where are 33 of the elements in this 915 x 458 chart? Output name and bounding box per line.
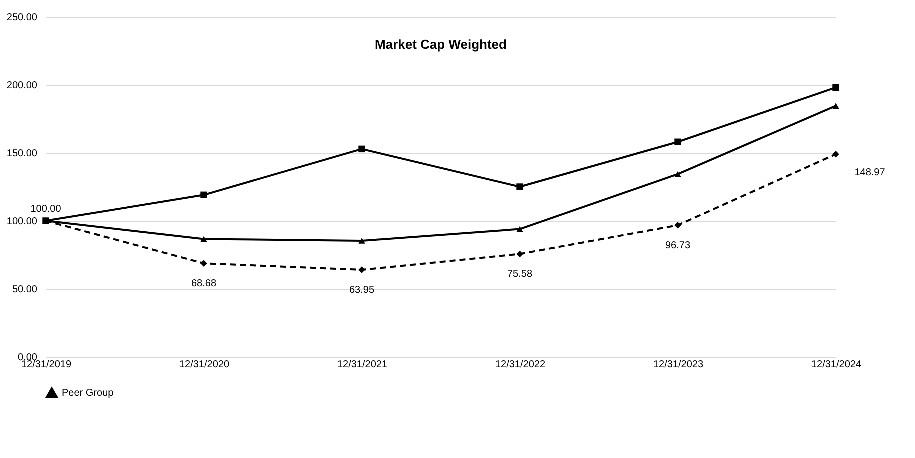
legend-label: Peer Group (62, 388, 114, 399)
x-tick-label: 12/31/2023 (653, 360, 704, 370)
point (832, 103, 840, 109)
data-label: 96.73 (665, 240, 691, 252)
data-label: 63.95 (349, 285, 375, 296)
point (832, 84, 840, 92)
y-tick-label: 50.00 (12, 284, 38, 296)
point (200, 236, 208, 242)
point (674, 138, 682, 146)
point (358, 238, 366, 244)
x-tick-label: 12/31/2022 (495, 360, 546, 370)
point (674, 171, 682, 178)
data-label: 68.68 (191, 278, 217, 290)
point (832, 151, 840, 158)
y-tick-label: 250.00 (6, 12, 38, 24)
point (516, 184, 524, 190)
point (200, 192, 208, 199)
data-label: 148.97 (854, 167, 886, 178)
x-tick-label: 12/31/2021 (337, 360, 388, 370)
y-tick-label: 150.00 (6, 148, 38, 160)
data-label: 75.58 (507, 269, 533, 280)
point (358, 146, 366, 153)
data-label: 100.00 (30, 204, 62, 215)
text: Market Cap Weighted (375, 37, 508, 52)
x-tick-label: 12/31/2024 (811, 360, 862, 370)
point (516, 250, 524, 258)
point (200, 260, 208, 267)
y-tick-label: 100.00 (6, 216, 38, 228)
y-tick-label: 200.00 (6, 80, 38, 92)
point (516, 226, 524, 232)
point (358, 266, 366, 274)
x-tick-label: 12/31/2020 (179, 360, 230, 370)
point (674, 222, 682, 229)
